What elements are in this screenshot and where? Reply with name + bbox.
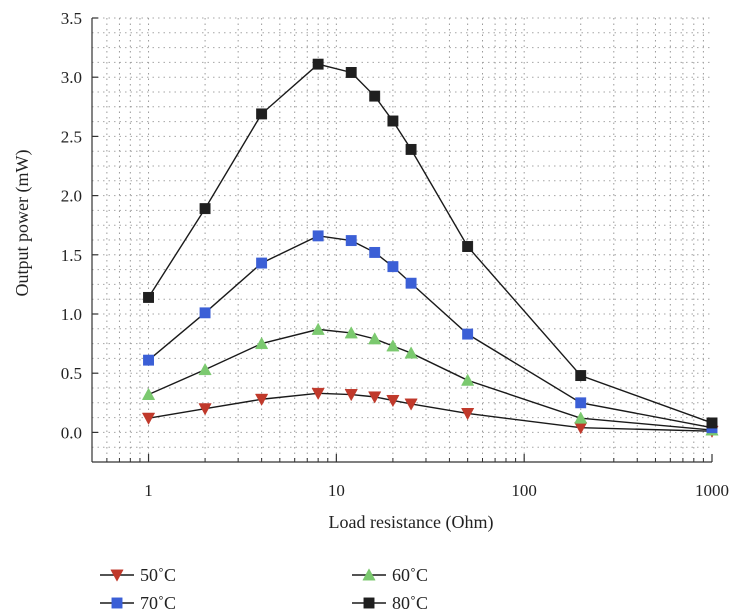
legend-label: 70˚C xyxy=(140,593,176,613)
x-tick-label: 1000 xyxy=(695,481,729,500)
data-point xyxy=(143,354,154,366)
data-point xyxy=(312,58,324,70)
legend-label: 50˚C xyxy=(140,565,176,585)
data-point xyxy=(311,387,325,401)
x-tick-label: 1 xyxy=(144,481,153,500)
legend-item: 80˚C xyxy=(352,593,428,613)
data-point xyxy=(405,277,417,289)
y-tick-label: 3.5 xyxy=(61,9,82,28)
data-point xyxy=(198,362,212,376)
legend-marker xyxy=(362,568,376,581)
legend-marker xyxy=(111,597,123,609)
data-point xyxy=(462,328,474,340)
data-point xyxy=(345,235,357,247)
data-point xyxy=(386,339,400,352)
data-point xyxy=(368,332,382,345)
data-point xyxy=(312,230,324,242)
y-axis-title: Output power (mW) xyxy=(12,150,33,297)
data-point xyxy=(368,391,382,404)
data-point xyxy=(256,108,268,120)
y-tick-label: 1.0 xyxy=(61,305,82,324)
data-point xyxy=(143,291,154,303)
data-point xyxy=(369,246,381,258)
data-point xyxy=(141,412,156,425)
y-tick-label: 2.5 xyxy=(61,127,82,146)
data-point xyxy=(199,203,211,215)
data-point xyxy=(369,90,381,102)
data-point xyxy=(404,346,418,359)
data-point xyxy=(706,417,718,429)
data-point xyxy=(256,257,268,269)
data-point xyxy=(404,398,418,411)
data-point xyxy=(387,261,399,273)
data-point xyxy=(461,408,475,421)
x-tick-label: 10 xyxy=(328,481,345,500)
y-tick-label: 1.5 xyxy=(61,246,82,265)
plot-area: 0.0 0.5 1.0 1.5 2.0 2.5 3.0 3.5 1 10 100 1000 xyxy=(61,9,729,500)
legend-item: 60˚C xyxy=(352,565,428,585)
data-point xyxy=(198,403,212,416)
data-point xyxy=(254,336,269,350)
legend-label: 80˚C xyxy=(392,593,428,613)
x-axis-title: Load resistance (Ohm) xyxy=(329,512,494,533)
data-point xyxy=(575,397,587,409)
y-tick-label: 3.0 xyxy=(61,68,82,87)
x-tick-label: 100 xyxy=(511,481,537,500)
data-point xyxy=(141,387,156,400)
data-point xyxy=(462,241,474,252)
data-point xyxy=(574,411,588,424)
data-point xyxy=(405,143,417,155)
data-point xyxy=(344,326,358,339)
data-point xyxy=(345,67,357,78)
data-point xyxy=(387,115,399,127)
y-tick-label: 0.0 xyxy=(61,423,82,442)
legend-label: 60˚C xyxy=(392,565,428,585)
data-point xyxy=(254,393,269,406)
legend-item: 70˚C xyxy=(100,593,176,613)
data-point xyxy=(344,389,358,402)
legend-marker xyxy=(363,597,375,609)
legend-item: 50˚C xyxy=(100,565,176,585)
y-tick-label: 0.5 xyxy=(61,364,82,383)
data-point xyxy=(461,373,475,386)
data-point xyxy=(575,370,587,382)
y-tick-label: 2.0 xyxy=(61,187,82,206)
legend-marker xyxy=(110,569,124,582)
legend: 50˚C 70˚C 60˚C 80˚C xyxy=(100,565,428,613)
data-point xyxy=(386,394,400,408)
data-point xyxy=(199,307,211,319)
data-point xyxy=(311,322,325,335)
